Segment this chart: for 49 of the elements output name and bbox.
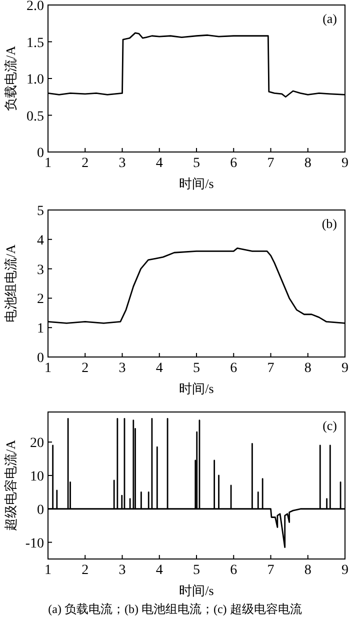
y-tick-label: -10 bbox=[25, 536, 44, 552]
x-tick-label: 4 bbox=[156, 361, 163, 376]
y-tick-label: 2 bbox=[37, 292, 44, 308]
y-tick-label: 0 bbox=[37, 351, 44, 366]
x-tick-label: 5 bbox=[193, 563, 200, 578]
y-axis-title: 负载电流/A bbox=[3, 45, 18, 111]
y-tick-label: 20 bbox=[30, 436, 44, 452]
x-tick-label: 6 bbox=[230, 563, 238, 578]
x-tick-label: 8 bbox=[304, 361, 312, 376]
x-tick-label: 7 bbox=[267, 563, 274, 578]
x-tick-label: 3 bbox=[118, 156, 126, 171]
x-tick-label: 2 bbox=[82, 361, 89, 376]
x-tick-label: 4 bbox=[156, 563, 163, 578]
y-axis-title: 超级电容电流/A bbox=[3, 439, 18, 531]
y-tick-label: 4 bbox=[37, 233, 44, 248]
x-tick-label: 8 bbox=[304, 563, 312, 578]
x-tick-label: 2 bbox=[82, 156, 89, 171]
x-tick-label: 2 bbox=[82, 563, 89, 578]
y-axis-title: 电池组电流/A bbox=[3, 244, 18, 322]
x-axis-title: 时间/s bbox=[179, 381, 214, 396]
x-tick-label: 9 bbox=[342, 361, 348, 376]
x-tick-label: 5 bbox=[193, 361, 200, 376]
x-axis-title: 时间/s bbox=[179, 176, 214, 191]
y-tick-label: 0 bbox=[37, 146, 44, 161]
x-tick-label: 6 bbox=[230, 361, 238, 376]
y-tick-label: 3 bbox=[37, 262, 44, 278]
x-tick-label: 7 bbox=[267, 361, 274, 376]
y-tick-label: 1.5 bbox=[26, 36, 44, 51]
y-tick-label: 5 bbox=[37, 204, 44, 219]
y-tick-label: 2.0 bbox=[26, 0, 44, 14]
annotation: (a) bbox=[322, 11, 337, 26]
x-axis-title: 时间/s bbox=[179, 583, 214, 598]
text: (a) 负载电流；(b) 电池组电流；(c) 超级电容电流 bbox=[48, 602, 302, 616]
x-tick-label: 6 bbox=[230, 156, 238, 171]
x-tick-label: 3 bbox=[118, 361, 126, 376]
x-tick-label: 9 bbox=[342, 156, 348, 171]
y-tick-label: 0 bbox=[37, 502, 44, 518]
annotation: (b) bbox=[322, 216, 337, 231]
y-tick-label: 0.5 bbox=[26, 109, 44, 124]
x-tick-label: 8 bbox=[304, 156, 312, 171]
x-tick-label: 3 bbox=[118, 563, 126, 578]
x-tick-label: 5 bbox=[193, 156, 200, 171]
x-tick-label: 7 bbox=[267, 156, 274, 171]
x-tick-label: 9 bbox=[342, 563, 348, 578]
y-tick-label: 1.0 bbox=[26, 72, 44, 88]
y-tick-label: 1 bbox=[37, 322, 44, 337]
y-tick-label: 10 bbox=[30, 469, 44, 484]
annotation: (c) bbox=[322, 418, 337, 433]
x-tick-label: 4 bbox=[156, 156, 163, 171]
